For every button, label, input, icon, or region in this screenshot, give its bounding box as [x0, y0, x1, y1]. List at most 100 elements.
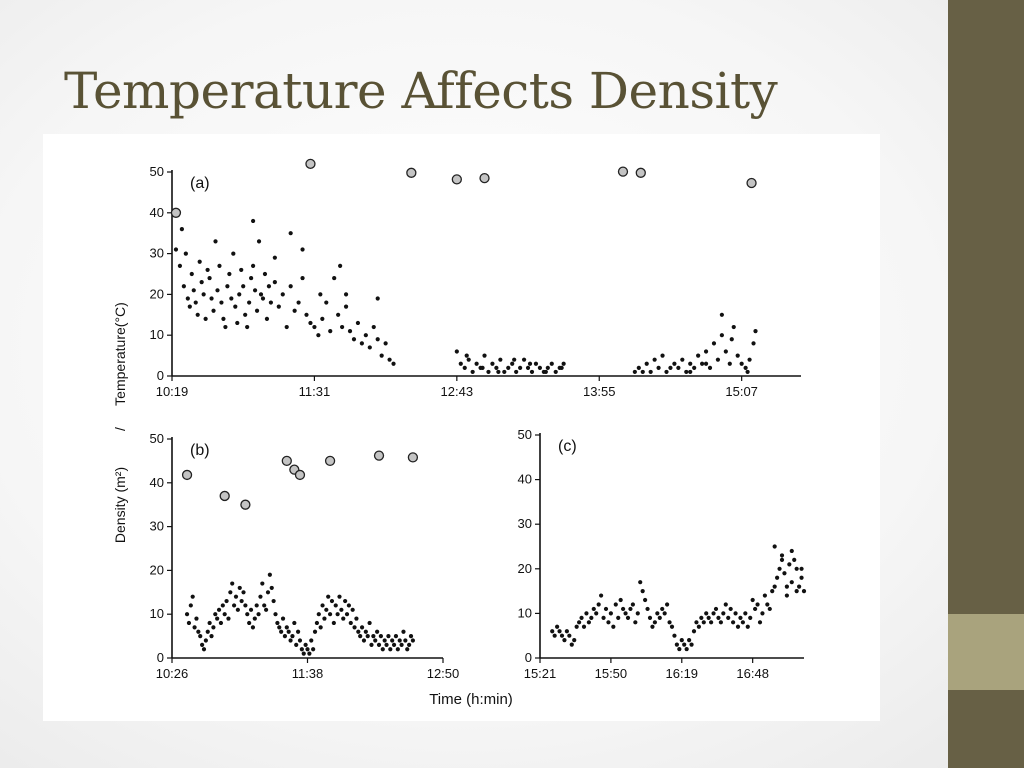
data-point-dot: [277, 625, 282, 630]
data-point-circle: [305, 158, 316, 169]
data-point-dot: [218, 620, 224, 626]
data-point-dot: [189, 271, 194, 277]
data-point-dot: [303, 642, 308, 647]
data-point-dot: [660, 606, 665, 612]
data-point-dot: [237, 585, 242, 591]
y-axis-label-separator: /: [112, 427, 128, 431]
data-point-dot: [209, 634, 214, 639]
data-point-dot: [543, 369, 548, 375]
data-point-dot: [341, 616, 346, 621]
data-point-dot: [743, 611, 748, 616]
data-point-dot: [760, 611, 765, 616]
data-point-dot: [318, 292, 323, 297]
data-point-dot: [572, 638, 577, 643]
data-point-dot: [301, 651, 306, 656]
data-point-dot: [512, 357, 517, 362]
data-point-dot: [719, 312, 724, 317]
data-point-dot: [343, 292, 349, 297]
data-point-dot: [346, 603, 352, 608]
data-point-dot: [707, 365, 713, 370]
data-point-dot: [308, 320, 313, 326]
data-point-dot: [650, 624, 655, 629]
data-point-dot: [648, 369, 653, 375]
data-point-dot: [496, 369, 501, 375]
data-point-circle: [746, 177, 757, 189]
data-point-dot: [365, 634, 370, 639]
data-point-dot: [407, 642, 412, 647]
y-tick-label: 0: [157, 368, 164, 383]
data-point-dot: [770, 589, 775, 594]
data-point-dot: [258, 292, 264, 297]
data-point-dot: [691, 629, 697, 634]
data-point-dot: [779, 557, 785, 562]
data-point-dot: [295, 629, 301, 634]
data-point-dot: [229, 296, 234, 301]
data-point-dot: [228, 590, 233, 595]
slide-sidebar-accent: [948, 614, 1024, 690]
data-point-circle: [373, 450, 385, 461]
data-point-dot: [559, 633, 565, 638]
data-point-dot: [207, 620, 212, 626]
y-tick-label: 0: [157, 650, 164, 665]
data-point-dot: [743, 365, 748, 370]
data-point-dot: [237, 292, 242, 297]
data-point-dot: [704, 611, 709, 616]
data-point-dot: [193, 300, 198, 305]
data-point-dot: [703, 349, 709, 354]
y-tick-label: 30: [518, 516, 532, 531]
data-point-dot: [247, 300, 252, 305]
data-point-dot: [709, 620, 714, 625]
data-point-circle: [407, 452, 419, 463]
data-point-dot: [633, 620, 638, 625]
data-point-dot: [217, 263, 222, 268]
data-point-dot: [227, 271, 232, 277]
data-point-dot: [674, 642, 679, 647]
data-point-dot: [185, 296, 190, 301]
data-point-dot: [391, 642, 397, 647]
data-point-dot: [454, 349, 459, 354]
data-point-dot: [177, 263, 183, 268]
data-point-dot: [326, 594, 331, 599]
data-point-dot: [498, 357, 503, 362]
data-point-dot: [521, 357, 527, 362]
data-point-dot: [375, 337, 380, 342]
data-point-dot: [271, 598, 276, 604]
data-point-circle: [294, 469, 306, 481]
data-point-dot: [660, 353, 665, 358]
data-point-dot: [268, 300, 273, 305]
x-axis-label-time: Time (h:min): [429, 691, 513, 708]
data-point-dot: [721, 611, 726, 616]
data-point-dot: [188, 603, 193, 608]
data-point-dot: [239, 267, 244, 273]
y-tick-label: 40: [150, 205, 164, 220]
figure-panel: Temperature(°C) / Density (m²) Time (h:m…: [43, 134, 880, 721]
data-point-dot: [192, 625, 197, 630]
data-point-dot: [309, 638, 314, 643]
data-point-dot: [696, 624, 701, 629]
data-point-dot: [258, 594, 263, 599]
y-tick-label: 20: [518, 561, 532, 576]
data-point-dot: [250, 263, 256, 268]
data-point-dot: [640, 589, 645, 594]
data-point-dot: [235, 607, 240, 612]
data-point-dot: [480, 365, 485, 370]
x-tick-label: 12:43: [441, 384, 474, 399]
data-point-dot: [329, 598, 335, 604]
data-point-dot: [621, 606, 626, 612]
data-point-dot: [464, 353, 469, 358]
data-point-dot: [594, 611, 599, 616]
data-point-dot: [262, 271, 268, 277]
data-point-dot: [699, 615, 704, 620]
y-tick-label: 20: [150, 286, 164, 301]
data-point-dot: [753, 329, 758, 334]
data-point-dot: [250, 625, 256, 630]
data-point-dot: [312, 324, 317, 330]
data-point-dot: [225, 284, 230, 289]
data-point-dot: [632, 369, 637, 375]
data-point-dot: [567, 633, 572, 638]
data-point-dot: [514, 369, 519, 375]
data-point-dot: [333, 603, 338, 608]
data-point-dot: [794, 589, 799, 594]
data-point-dot: [775, 575, 780, 580]
data-point-dot: [525, 365, 531, 370]
